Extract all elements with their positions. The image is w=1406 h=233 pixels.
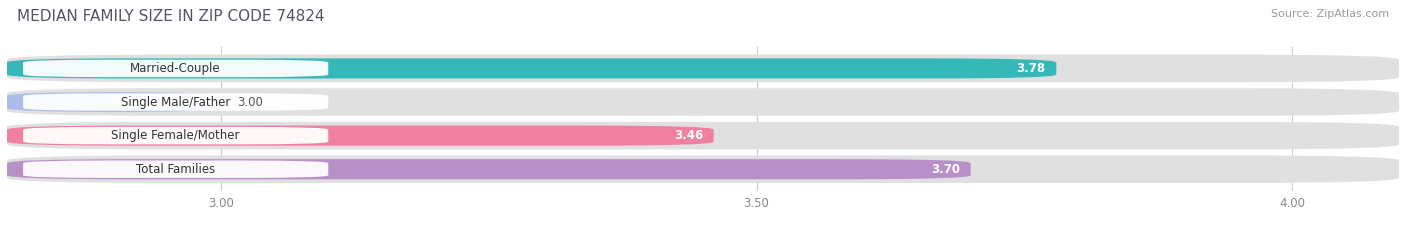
Text: Single Female/Mother: Single Female/Mother <box>111 129 240 142</box>
Text: Single Male/Father: Single Male/Father <box>121 96 231 109</box>
FancyBboxPatch shape <box>22 60 328 77</box>
Text: Source: ZipAtlas.com: Source: ZipAtlas.com <box>1271 9 1389 19</box>
FancyBboxPatch shape <box>22 127 328 144</box>
FancyBboxPatch shape <box>7 92 221 112</box>
FancyBboxPatch shape <box>7 58 1056 79</box>
FancyBboxPatch shape <box>7 126 714 146</box>
FancyBboxPatch shape <box>7 88 1399 116</box>
Text: 3.70: 3.70 <box>931 163 960 176</box>
FancyBboxPatch shape <box>7 159 970 179</box>
FancyBboxPatch shape <box>22 161 328 178</box>
FancyBboxPatch shape <box>7 55 1399 82</box>
FancyBboxPatch shape <box>7 122 1399 149</box>
FancyBboxPatch shape <box>22 93 328 111</box>
Text: Married-Couple: Married-Couple <box>131 62 221 75</box>
FancyBboxPatch shape <box>7 155 1399 183</box>
Text: 3.00: 3.00 <box>238 96 263 109</box>
Text: 3.78: 3.78 <box>1017 62 1046 75</box>
Text: Total Families: Total Families <box>136 163 215 176</box>
Text: MEDIAN FAMILY SIZE IN ZIP CODE 74824: MEDIAN FAMILY SIZE IN ZIP CODE 74824 <box>17 9 325 24</box>
Text: 3.46: 3.46 <box>673 129 703 142</box>
